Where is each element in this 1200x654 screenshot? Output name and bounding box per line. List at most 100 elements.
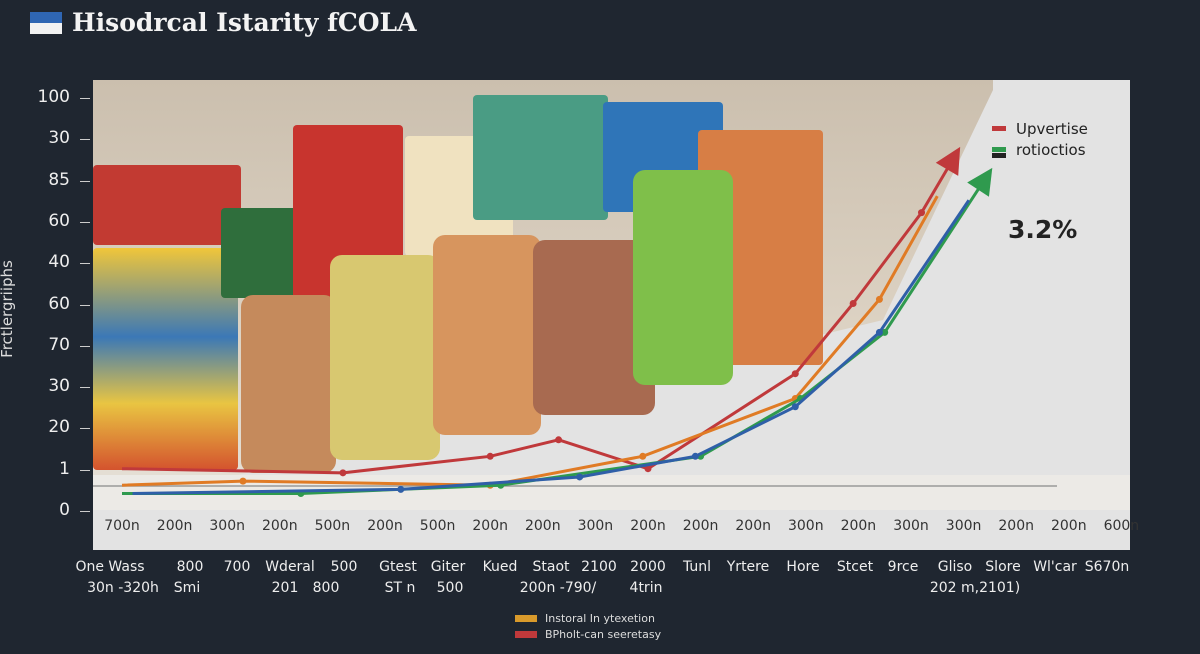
- legend-top-right: Upvertise rotioctios: [992, 118, 1088, 160]
- y-tick: [80, 387, 90, 389]
- x-tick-label: 200n: [261, 518, 298, 534]
- y-tick: [80, 345, 90, 347]
- annotation: 3.2%: [1008, 215, 1078, 244]
- category-label: 9rce: [887, 559, 919, 575]
- y-tick: [80, 221, 90, 223]
- x-tick-label: 300n: [893, 518, 929, 534]
- legend-item: Upvertise: [992, 118, 1088, 139]
- x-tick-label: 200n: [682, 518, 719, 534]
- y-tick: [80, 304, 90, 306]
- arrow-head-icon: [967, 167, 993, 197]
- x-tick-label: 300n: [209, 518, 245, 534]
- y-tick-label: 85: [48, 169, 70, 190]
- data-point: [639, 452, 647, 460]
- legend-item: rotioctios: [992, 139, 1088, 160]
- y-tick-label: 100: [37, 87, 70, 107]
- legend-label: Instoral In ytexetion: [545, 611, 655, 625]
- legend-label: BPholt-can seeretasy: [545, 627, 662, 641]
- y-tick-label: 30: [48, 376, 70, 397]
- data-point: [791, 403, 799, 411]
- legend-swatch: [992, 147, 1006, 152]
- y-tick: [80, 469, 90, 471]
- legend-item: BPholt-can seeretasy: [515, 626, 661, 642]
- data-point: [555, 436, 563, 444]
- y-tick: [80, 511, 90, 512]
- x-tick-label: 200n: [630, 518, 666, 534]
- category-label: ST n: [384, 580, 416, 596]
- product-box: [473, 95, 608, 220]
- legend-item: Instoral In ytexetion: [515, 610, 661, 626]
- data-point: [576, 473, 584, 481]
- category-label: Wderal: [265, 559, 315, 575]
- legend-label: rotioctios: [1016, 140, 1086, 159]
- flag-icon: [30, 11, 62, 34]
- x-tick-label: 200n: [156, 518, 193, 534]
- category-label: 700: [223, 559, 251, 575]
- series-line: [121, 158, 955, 475]
- x-tick-label: 500n: [419, 518, 456, 534]
- product-box: [93, 248, 238, 470]
- category-label: 2100: [581, 559, 617, 575]
- x-tick-label: 200n: [524, 518, 561, 534]
- category-label: Stcet: [836, 559, 874, 575]
- category-label: 800: [312, 580, 340, 596]
- y-tick-label: 1: [59, 458, 70, 479]
- y-tick-label: 60: [48, 210, 70, 231]
- category-label: 500: [436, 580, 464, 596]
- data-point: [881, 328, 889, 336]
- category-label: Gtest: [379, 559, 417, 575]
- x-tick-label: 700n: [104, 518, 140, 534]
- x-tick-label: 200n: [472, 518, 508, 534]
- x-tick-label: 500n: [314, 518, 351, 534]
- category-label: Kued: [482, 559, 518, 575]
- y-tick: [80, 180, 90, 182]
- data-point: [791, 370, 799, 378]
- category-label: 500: [330, 559, 358, 575]
- category-label: Yrtere: [726, 559, 770, 575]
- data-point: [486, 452, 494, 460]
- category-label: 200n -790/: [519, 580, 597, 596]
- chart-title: Hisodrcal Istarity fCOLA: [30, 8, 417, 37]
- data-point: [239, 477, 247, 485]
- jar: [330, 255, 440, 460]
- data-point: [339, 469, 347, 477]
- legend-label: Upvertise: [1016, 119, 1088, 138]
- category-label: 202 m,2101): [929, 580, 1021, 596]
- category-label: 30n -320h: [87, 580, 159, 596]
- x-tick-label: 300n: [787, 518, 824, 534]
- data-point: [397, 485, 405, 493]
- y-tick: [80, 139, 90, 141]
- arrow-head-icon: [935, 146, 961, 176]
- y-tick: [80, 428, 90, 430]
- y-tick-label: 20: [48, 417, 70, 438]
- category-label: Smi: [173, 580, 201, 596]
- category-label: 2000: [630, 559, 666, 575]
- series-line: [122, 178, 986, 495]
- jar: [633, 170, 733, 385]
- jar: [241, 295, 336, 473]
- category-label: 800: [176, 559, 204, 575]
- category-label: One Wass: [75, 559, 145, 575]
- series-line: [121, 195, 939, 487]
- category-label: Hore: [786, 559, 820, 575]
- y-tick-label: 30: [48, 128, 70, 149]
- y-tick: [80, 263, 90, 265]
- data-point: [691, 452, 699, 460]
- product-box: [93, 165, 241, 245]
- category-label: 4trin: [629, 580, 663, 596]
- category-label: 201: [271, 580, 299, 596]
- data-point: [849, 300, 857, 307]
- y-tick-label: 0: [59, 500, 70, 520]
- chart-title-text: Hisodrcal Istarity fCOLA: [72, 8, 417, 37]
- data-point: [875, 328, 883, 336]
- data-point: [644, 465, 652, 473]
- x-tick-label: 600n: [1103, 518, 1140, 534]
- data-point: [875, 295, 883, 303]
- x-tick-label: 200n: [735, 518, 771, 534]
- x-tick-label: 200n: [998, 518, 1034, 534]
- y-tick-label: 70: [48, 334, 70, 355]
- x-tick-label: 200n: [840, 518, 877, 534]
- legend-bottom: Instoral In ytexetion BPholt-can seereta…: [515, 610, 661, 642]
- x-tick-label: 300n: [577, 518, 614, 534]
